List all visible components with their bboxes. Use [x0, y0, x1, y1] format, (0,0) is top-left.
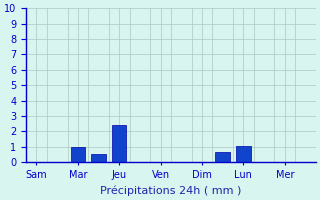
Bar: [71, 147, 85, 162]
Bar: [112, 125, 126, 162]
Bar: [91, 154, 106, 162]
X-axis label: Précipitations 24h ( mm ): Précipitations 24h ( mm ): [100, 185, 242, 196]
Bar: [215, 152, 230, 162]
Bar: [236, 146, 251, 162]
